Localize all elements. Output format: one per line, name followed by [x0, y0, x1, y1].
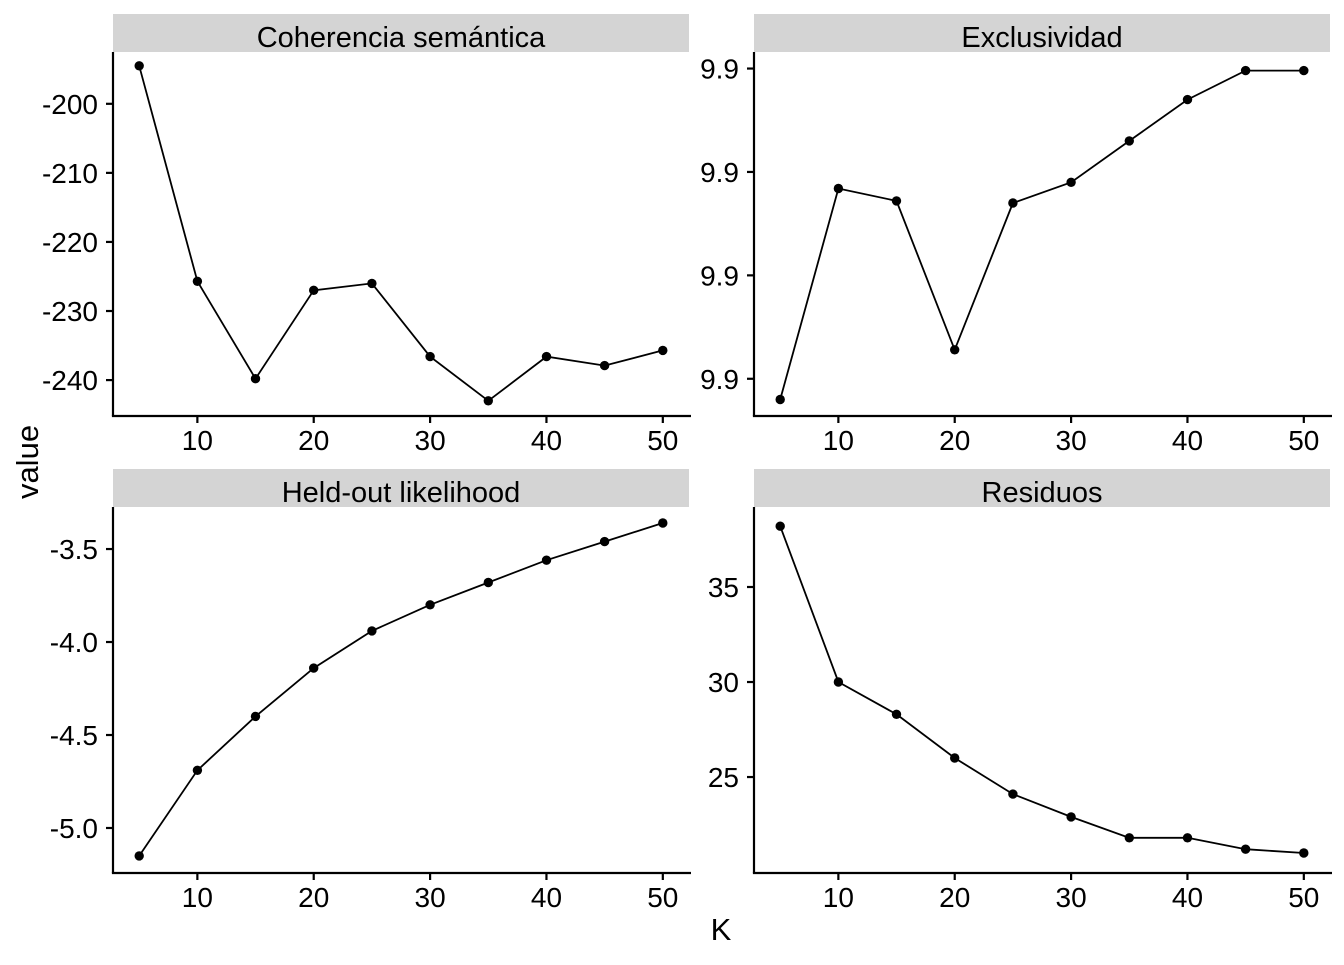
data-point [833, 183, 844, 194]
data-point [1008, 198, 1018, 208]
facet-panel-1: Exclusividad 9.9 9.9 9.9 9.9 10 20 30 40 50 [700, 14, 1332, 456]
data-line [779, 525, 1304, 854]
facet-title: Held-out likelihood [282, 477, 521, 509]
x-tick-label: 40 [1172, 425, 1203, 456]
y-tick-label: 9.9 [700, 364, 739, 395]
x-tick-label: 10 [823, 882, 854, 913]
facet-panel-3: Residuos 35 30 25 10 20 30 40 50 [708, 469, 1332, 913]
data-point [658, 345, 668, 356]
facet-strip [113, 14, 689, 52]
y-tick-label: -4.5 [50, 720, 98, 751]
data-line [779, 69, 1304, 400]
y-tick-label: -210 [42, 158, 98, 189]
data-point [192, 765, 203, 775]
data-point [950, 345, 960, 355]
data-point [891, 709, 902, 719]
y-tick-label: -5.0 [50, 813, 98, 844]
data-point [950, 753, 960, 763]
data-point [1124, 136, 1135, 146]
x-tick-label: 20 [298, 882, 329, 913]
data-point [658, 518, 668, 528]
data-point [1299, 848, 1309, 858]
y-tick-label: -240 [42, 365, 98, 396]
x-axis-title: K [710, 912, 732, 947]
facet-strip [754, 14, 1330, 52]
data-point [775, 521, 785, 531]
x-tick-label: 10 [823, 425, 854, 456]
y-tick-label: -200 [42, 89, 98, 120]
data-point [1240, 844, 1251, 854]
x-tick-label: 40 [531, 425, 562, 456]
data-point [1240, 65, 1251, 76]
facet-strip [113, 469, 689, 507]
x-tick-label: 10 [182, 882, 213, 913]
y-tick-label: 25 [708, 762, 739, 793]
data-point [891, 196, 902, 206]
data-point [1008, 789, 1018, 799]
x-tick-label: 50 [647, 882, 678, 913]
x-tick-label: 30 [1056, 882, 1087, 913]
data-point [192, 276, 203, 286]
facet-panel-2: Held-out likelihood -3.5 -4.0 -4.5 -5.0 10 20 3… [50, 469, 691, 913]
data-point [1124, 833, 1135, 843]
y-tick-label: -3.5 [50, 534, 98, 565]
x-tick-label: 10 [182, 425, 213, 456]
x-tick-label: 30 [1056, 425, 1087, 456]
data-point [1182, 833, 1193, 843]
y-tick-label: 9.9 [700, 260, 739, 291]
data-point [309, 663, 319, 673]
x-tick-label: 20 [939, 425, 970, 456]
data-point [367, 626, 377, 636]
data-line [138, 522, 664, 857]
data-point [425, 600, 435, 610]
data-point [1066, 812, 1076, 822]
y-tick-label: 35 [708, 572, 739, 603]
facet-title: Exclusividad [961, 22, 1122, 54]
y-axis-title: value [10, 424, 45, 500]
y-tick-label: 9.9 [700, 54, 739, 85]
data-point [425, 351, 435, 362]
y-tick-label: -220 [42, 227, 98, 258]
data-point [309, 285, 319, 295]
data-point [134, 61, 144, 71]
data-point [541, 351, 552, 362]
data-point [833, 677, 844, 687]
x-tick-label: 30 [415, 425, 446, 456]
data-point [541, 555, 552, 565]
x-tick-label: 20 [939, 882, 970, 913]
data-point [250, 711, 261, 722]
data-point [367, 278, 377, 289]
y-tick-label: -4.0 [50, 627, 98, 658]
x-tick-label: 50 [1288, 425, 1319, 456]
facet-strip [754, 469, 1330, 507]
x-tick-label: 40 [1172, 882, 1203, 913]
data-point [1299, 65, 1309, 76]
y-tick-label: -230 [42, 296, 98, 327]
data-point [1182, 94, 1193, 105]
facet-title: Coherencia semántica [257, 22, 546, 54]
data-point [483, 577, 493, 588]
data-point [599, 536, 610, 547]
data-point [134, 851, 144, 861]
y-tick-label: 9.9 [700, 157, 739, 188]
x-tick-label: 40 [531, 882, 562, 913]
data-point [250, 374, 261, 384]
facet-panel-0: Coherencia semántica -200 -210 -220 -230 -240… [42, 14, 691, 456]
x-tick-label: 50 [647, 425, 678, 456]
facet-title: Residuos [982, 477, 1103, 509]
data-point [483, 396, 493, 406]
x-tick-label: 20 [298, 425, 329, 456]
data-point [775, 394, 785, 405]
x-tick-label: 50 [1288, 882, 1319, 913]
x-tick-label: 30 [415, 882, 446, 913]
y-tick-label: 30 [708, 667, 739, 698]
data-line [138, 65, 664, 402]
data-point [1066, 177, 1076, 187]
data-point [599, 360, 610, 371]
